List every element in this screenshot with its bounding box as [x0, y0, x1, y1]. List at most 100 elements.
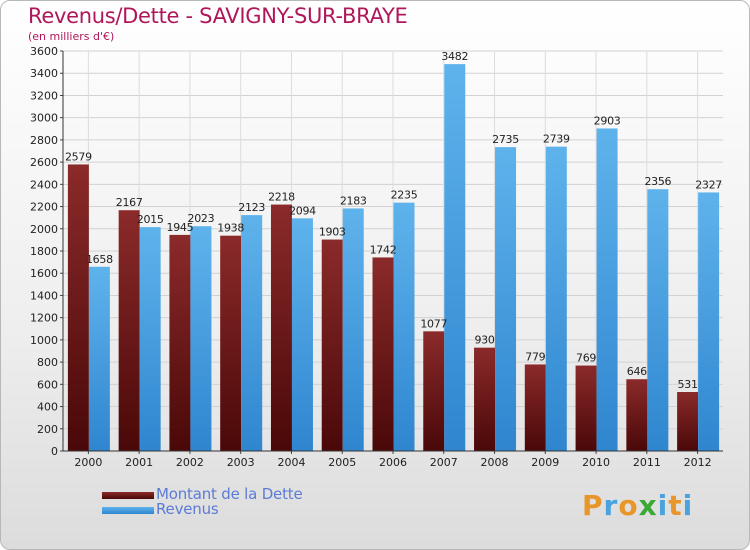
bar-dette-2006 — [372, 257, 394, 451]
logo-letter: i — [682, 489, 694, 522]
data-label-dette-2009: 779 — [525, 350, 545, 363]
legend-swatch-dette — [102, 492, 154, 499]
bar-revenus-2003 — [241, 215, 263, 451]
y-tick-label: 0 — [51, 445, 58, 458]
bar-revenus-2011 — [647, 189, 669, 451]
legend-label-revenus: Revenus — [156, 500, 219, 518]
bar-revenus-2010 — [596, 128, 618, 451]
x-tick-label: 2010 — [582, 456, 610, 469]
bar-revenus-2002 — [190, 226, 212, 451]
data-label-revenus-2010: 2903 — [594, 114, 621, 127]
bar-dette-2003 — [220, 235, 242, 451]
bar-revenus-2005 — [342, 208, 364, 451]
logo-letter: i — [657, 489, 669, 522]
y-tick-label: 3200 — [30, 89, 58, 102]
logo-letter: t — [668, 489, 683, 522]
x-tick-label: 2009 — [531, 456, 559, 469]
data-label-dette-2010: 769 — [576, 352, 596, 365]
y-tick-label: 1800 — [30, 245, 58, 258]
data-label-dette-2002: 1945 — [167, 221, 194, 234]
y-tick-label: 1600 — [30, 267, 58, 280]
data-label-dette-2005: 1903 — [319, 226, 346, 239]
bar-dette-2005 — [321, 239, 343, 451]
y-tick-label: 1200 — [30, 312, 58, 325]
x-tick-label: 2001 — [125, 456, 153, 469]
x-tick-label: 2008 — [481, 456, 509, 469]
bar-dette-2002 — [169, 234, 191, 451]
x-tick-label: 2003 — [227, 456, 255, 469]
x-tick-label: 2011 — [633, 456, 661, 469]
x-tick-label: 2000 — [74, 456, 102, 469]
logo-letter: r — [603, 489, 619, 522]
data-label-dette-2007: 1077 — [420, 317, 447, 330]
bar-revenus-2004 — [291, 218, 313, 451]
data-label-revenus-2005: 2183 — [340, 194, 367, 207]
x-tick-label: 2012 — [684, 456, 712, 469]
data-label-revenus-2006: 2235 — [391, 189, 418, 202]
y-tick-label: 800 — [37, 356, 58, 369]
bar-dette-2004 — [270, 204, 292, 451]
chart-title: Revenus/Dette - SAVIGNY-SUR-BRAYE — [28, 4, 408, 28]
bar-dette-2008 — [474, 347, 496, 451]
y-tick-label: 1000 — [30, 334, 58, 347]
chart-subtitle: (en milliers d'€) — [28, 30, 115, 43]
bar-dette-2010 — [575, 365, 597, 451]
bar-dette-2001 — [118, 210, 140, 451]
data-label-dette-2001: 2167 — [116, 196, 143, 209]
bar-dette-2012 — [677, 392, 699, 451]
data-label-dette-2000: 2579 — [65, 150, 92, 163]
y-tick-label: 3400 — [30, 67, 58, 80]
data-label-dette-2012: 531 — [678, 378, 698, 391]
bar-revenus-2009 — [545, 146, 567, 451]
bar-dette-2000 — [67, 164, 89, 451]
data-label-revenus-2003: 2123 — [238, 201, 265, 214]
logo-letter: P — [582, 489, 604, 522]
data-label-revenus-2004: 2094 — [289, 204, 316, 217]
y-tick-label: 2600 — [30, 156, 58, 169]
data-label-revenus-2012: 2327 — [695, 178, 722, 191]
y-tick-label: 2800 — [30, 134, 58, 147]
logo-letter: x — [638, 489, 658, 522]
data-label-dette-2003: 1938 — [217, 222, 244, 235]
data-label-dette-2004: 2218 — [268, 191, 295, 204]
bar-dette-2009 — [524, 364, 546, 451]
y-tick-label: 2000 — [30, 223, 58, 236]
logo-letter: o — [618, 489, 639, 522]
bar-dette-2007 — [423, 331, 445, 451]
legend-swatch-revenus — [102, 507, 154, 514]
x-tick-label: 2006 — [379, 456, 407, 469]
data-label-revenus-2007: 3482 — [441, 50, 468, 63]
data-label-revenus-2009: 2739 — [543, 133, 570, 146]
data-label-revenus-2001: 2015 — [137, 213, 164, 226]
data-label-revenus-2000: 1658 — [86, 253, 113, 266]
bar-revenus-2000 — [88, 266, 110, 451]
y-tick-label: 3000 — [30, 112, 58, 125]
x-tick-label: 2004 — [277, 456, 305, 469]
legend-label-dette: Montant de la Dette — [156, 485, 303, 503]
bar-revenus-2008 — [495, 147, 517, 451]
bar-revenus-2006 — [393, 202, 415, 451]
data-label-dette-2008: 930 — [474, 334, 494, 347]
proxiti-logo: Proxiti — [582, 489, 693, 522]
data-label-revenus-2008: 2735 — [492, 133, 519, 146]
x-tick-label: 2002 — [176, 456, 204, 469]
y-tick-label: 1400 — [30, 289, 58, 302]
x-tick-label: 2005 — [328, 456, 356, 469]
y-tick-label: 400 — [37, 401, 58, 414]
bar-dette-2011 — [626, 379, 648, 451]
data-label-dette-2011: 646 — [627, 365, 647, 378]
x-tick-label: 2007 — [430, 456, 458, 469]
bar-revenus-2007 — [444, 64, 466, 451]
data-label-dette-2006: 1742 — [370, 243, 397, 256]
y-tick-label: 3600 — [30, 45, 58, 58]
bar-revenus-2001 — [139, 227, 161, 451]
y-tick-label: 2200 — [30, 201, 58, 214]
y-tick-label: 200 — [37, 423, 58, 436]
data-label-revenus-2002: 2023 — [188, 212, 215, 225]
y-tick-label: 600 — [37, 378, 58, 391]
y-tick-label: 2400 — [30, 178, 58, 191]
data-label-revenus-2011: 2356 — [644, 175, 671, 188]
bar-revenus-2012 — [698, 192, 720, 451]
